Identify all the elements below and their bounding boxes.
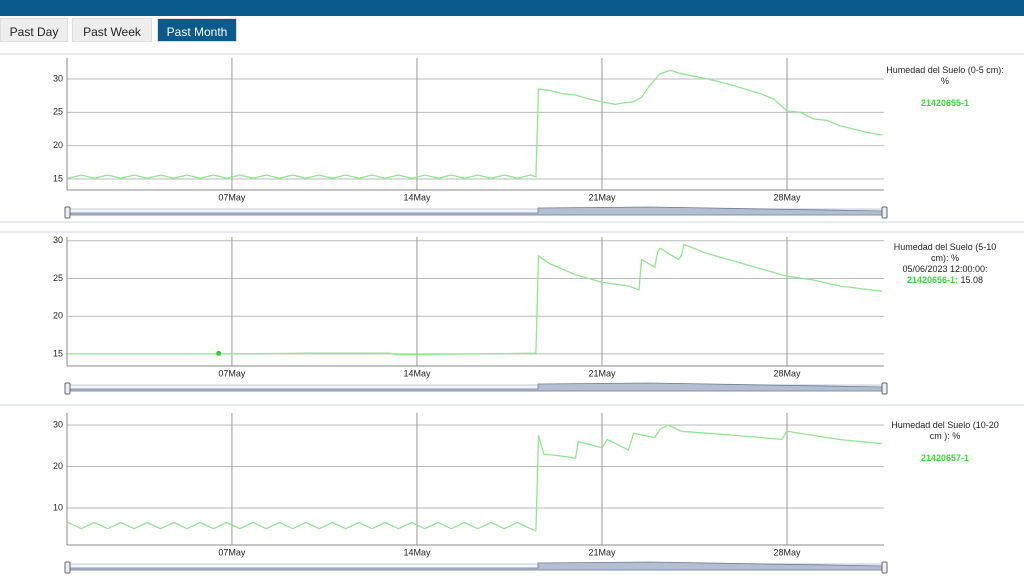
y-tick-label: 30 bbox=[53, 73, 63, 83]
navigator-handle[interactable] bbox=[881, 382, 888, 395]
y-tick-label: 20 bbox=[53, 140, 63, 150]
y-tick-label: 30 bbox=[53, 419, 63, 429]
navigator-handle[interactable] bbox=[64, 206, 71, 219]
y-tick-label: 15 bbox=[53, 173, 63, 183]
data-line bbox=[67, 424, 883, 532]
x-tick-label: 28May bbox=[773, 192, 801, 202]
x-tick-label: 14May bbox=[403, 368, 431, 378]
tab[interactable]: Past Month bbox=[157, 18, 237, 42]
tooltip-value: 15.08 bbox=[960, 275, 984, 285]
x-tick-label: 07May bbox=[218, 192, 246, 202]
y-tick-label: 20 bbox=[53, 311, 63, 321]
legend-title: Humedad del Suelo (10-20 cm ): % bbox=[891, 420, 999, 441]
legend-title: Humedad del Suelo (5-10 cm): % bbox=[893, 242, 997, 263]
navigator-handle[interactable] bbox=[881, 206, 888, 219]
tooltip: 21420656-1: 15.08 bbox=[885, 275, 1005, 286]
y-tick-label: 30 bbox=[53, 235, 63, 245]
navigator-handle[interactable] bbox=[881, 561, 888, 574]
legend: Humedad del Suelo (10-20 cm ): % 2142065… bbox=[885, 420, 1005, 464]
y-tick-label: 25 bbox=[53, 107, 63, 117]
x-tick-label: 14May bbox=[403, 547, 431, 557]
legend-title: Humedad del Suelo (0-5 cm): % bbox=[886, 65, 1004, 86]
x-tick-label: 21May bbox=[588, 368, 616, 378]
tooltip-series: 21420656-1: bbox=[906, 275, 958, 285]
y-tick-label: 20 bbox=[53, 461, 63, 471]
top-bar bbox=[0, 0, 1024, 16]
hover-marker bbox=[216, 350, 222, 356]
data-line bbox=[67, 69, 883, 179]
legend: Humedad del Suelo (5-10 cm): % 05/06/202… bbox=[885, 242, 1005, 286]
x-tick-label: 28May bbox=[773, 368, 801, 378]
legend-entry[interactable]: 21420655-1 bbox=[920, 98, 970, 108]
x-tick-label: 28May bbox=[773, 547, 801, 557]
y-tick-label: 10 bbox=[53, 502, 63, 512]
x-tick-label: 21May bbox=[588, 192, 616, 202]
x-tick-label: 14May bbox=[403, 192, 431, 202]
navigator-handle[interactable] bbox=[64, 561, 71, 574]
tab[interactable]: Past Week bbox=[72, 18, 152, 42]
data-line bbox=[68, 243, 883, 356]
y-tick-label: 15 bbox=[53, 348, 63, 358]
legend: Humedad del Suelo (0-5 cm): % 21420655-1 bbox=[885, 65, 1005, 109]
x-tick-label: 07May bbox=[218, 547, 246, 557]
tooltip-date: 05/06/2023 12:00:00: bbox=[902, 264, 988, 274]
legend-entry[interactable]: 21420657-1 bbox=[920, 453, 970, 463]
y-tick-label: 25 bbox=[53, 273, 63, 283]
x-tick-label: 07May bbox=[218, 368, 246, 378]
x-tick-label: 21May bbox=[588, 547, 616, 557]
tab[interactable]: Past Day bbox=[0, 18, 68, 42]
navigator-handle[interactable] bbox=[64, 382, 71, 395]
